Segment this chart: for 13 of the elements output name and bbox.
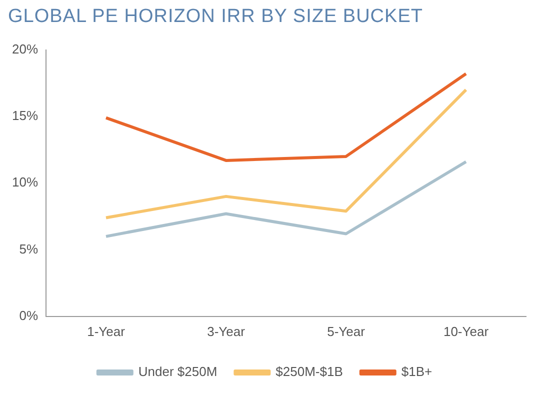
legend-label: $1B+ — [401, 364, 432, 380]
x-tick-label: 10-Year — [443, 324, 490, 339]
y-tick-label: 5% — [19, 241, 38, 256]
y-tick-label: 0% — [19, 308, 38, 323]
x-tick-label: 1-Year — [87, 324, 126, 339]
legend-label: Under $250M — [138, 364, 218, 380]
x-tick-label: 3-Year — [207, 324, 246, 339]
x-tick-label: 5-Year — [327, 324, 366, 339]
y-tick-label: 10% — [12, 174, 38, 190]
y-tick-label: 15% — [12, 108, 38, 124]
chart-title: GLOBAL PE HORIZON IRR BY SIZE BUCKET — [8, 6, 423, 28]
legend-label: $250M-$1B — [276, 364, 343, 380]
y-tick-label: 20% — [12, 41, 38, 56]
